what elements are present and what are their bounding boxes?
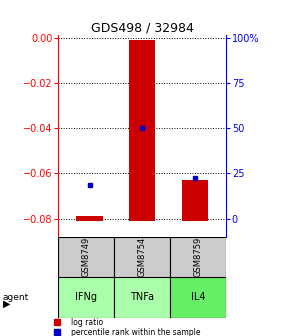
Text: GSM8759: GSM8759 (194, 237, 203, 277)
Text: IFNg: IFNg (75, 292, 97, 302)
Bar (58, 237, 114, 277)
Text: GSM8749: GSM8749 (81, 237, 90, 277)
Text: agent: agent (3, 293, 29, 302)
Text: percentile rank within the sample: percentile rank within the sample (71, 328, 201, 336)
Text: IL4: IL4 (191, 292, 205, 302)
Text: GSM8754: GSM8754 (137, 237, 147, 277)
Title: GDS498 / 32984: GDS498 / 32984 (91, 21, 193, 34)
Bar (170, 277, 226, 318)
Bar (170, 237, 226, 277)
Bar (114, 277, 170, 318)
Bar (58, 277, 114, 318)
Text: ▶: ▶ (3, 299, 10, 309)
Text: TNFa: TNFa (130, 292, 154, 302)
Bar (182, 180, 208, 221)
Text: log ratio: log ratio (71, 318, 103, 327)
Bar (129, 40, 155, 221)
Bar (76, 216, 103, 221)
Bar (114, 237, 170, 277)
